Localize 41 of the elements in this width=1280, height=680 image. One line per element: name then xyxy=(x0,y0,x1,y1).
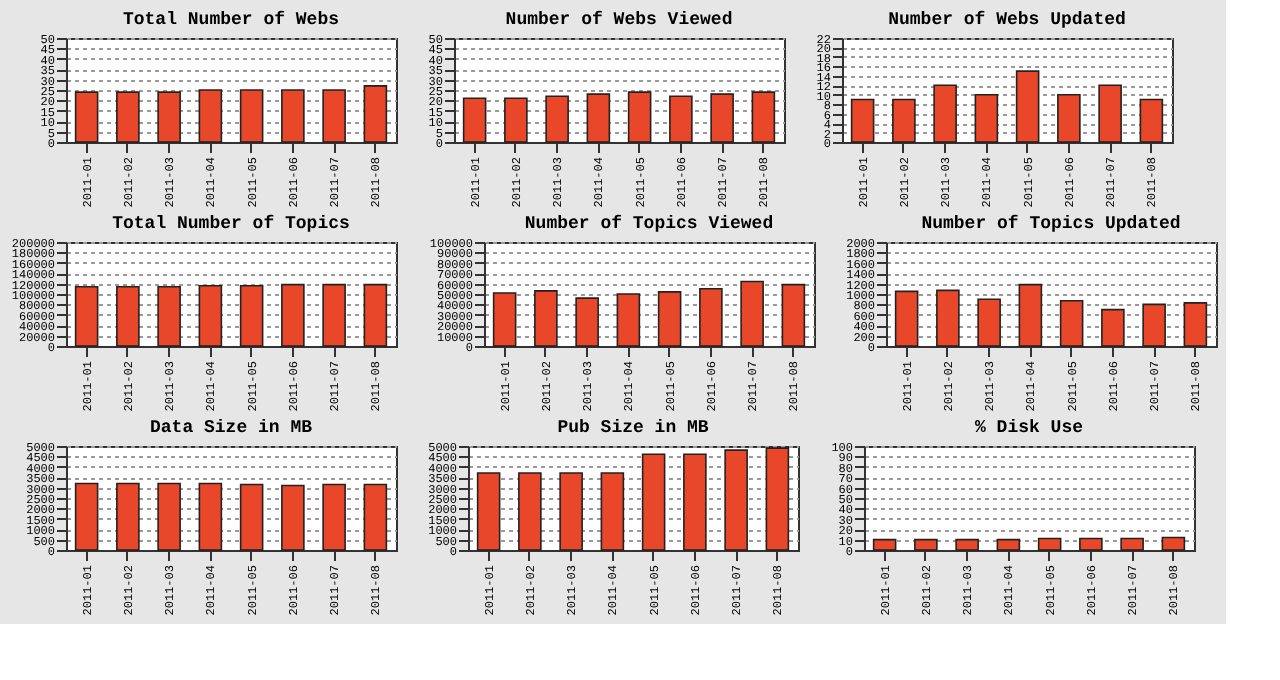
chart-title: Data Size in MB xyxy=(149,418,314,438)
bar xyxy=(894,290,919,347)
bar xyxy=(1059,299,1084,347)
bar xyxy=(765,447,790,551)
bar xyxy=(1183,302,1208,347)
bar xyxy=(850,98,875,143)
bar xyxy=(781,283,806,347)
bar xyxy=(1057,93,1081,143)
bar xyxy=(740,280,764,347)
bar xyxy=(492,292,517,347)
bar xyxy=(1142,303,1166,347)
bar xyxy=(1101,308,1125,347)
chart-title: Number of Webs Viewed xyxy=(505,10,733,30)
bar xyxy=(936,289,960,347)
bar xyxy=(559,472,583,551)
bar xyxy=(683,453,707,551)
bar xyxy=(1139,98,1164,143)
chart-title: Number of Topics Viewed xyxy=(524,214,774,234)
chart-title: Pub Size in MB xyxy=(557,418,710,438)
chart-title: Total Number of Webs xyxy=(122,10,340,30)
bar xyxy=(657,291,682,347)
bar xyxy=(892,98,916,143)
bar xyxy=(724,449,748,551)
bar xyxy=(1098,84,1122,143)
chart-title: Number of Webs Updated xyxy=(888,10,1126,30)
chart-title: Total Number of Topics xyxy=(112,214,350,234)
bar xyxy=(518,472,542,551)
bar xyxy=(600,472,625,551)
bar xyxy=(974,93,999,143)
bar xyxy=(933,84,957,143)
bar xyxy=(1018,283,1043,347)
bar xyxy=(977,298,1001,347)
bar xyxy=(641,453,666,551)
bar xyxy=(534,290,558,347)
chart-title: Number of Topics Updated xyxy=(921,214,1181,234)
chart-title: % Disk Use xyxy=(974,418,1084,438)
bar xyxy=(1015,70,1040,143)
bar xyxy=(699,288,723,347)
bar xyxy=(616,293,641,347)
bar xyxy=(476,472,501,551)
bar xyxy=(575,297,599,347)
